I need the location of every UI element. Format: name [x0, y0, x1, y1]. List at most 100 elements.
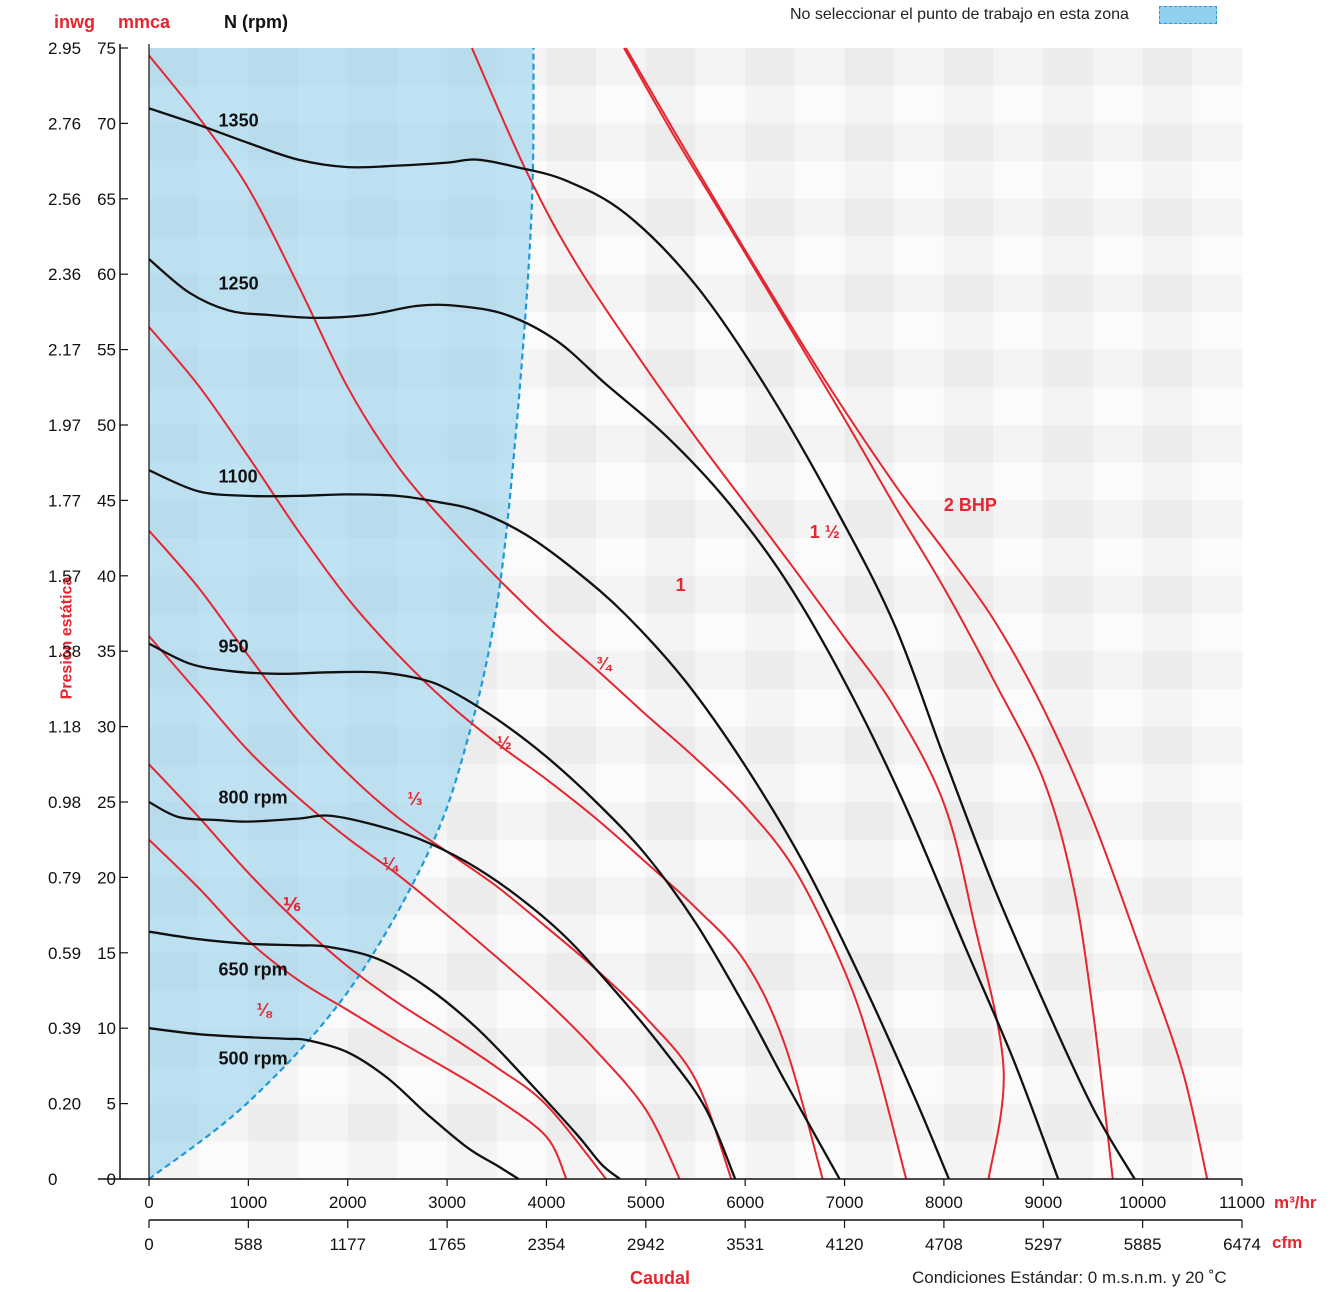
grid-cell [596, 1028, 647, 1067]
grid-cell [943, 462, 995, 501]
rpm-curve-950-rpm [148, 642, 841, 1180]
grid-cell [1092, 161, 1144, 200]
power-curve-1-1-2 [623, 47, 1114, 1180]
grid-cell [1192, 1065, 1243, 1105]
grid-cell [1043, 915, 1094, 954]
grid-cell [596, 123, 647, 162]
grid-cell [248, 1103, 299, 1142]
grid-cell [546, 85, 597, 124]
grid-cell [1043, 311, 1094, 351]
grid-cell [993, 764, 1044, 803]
grid-cell [347, 1103, 398, 1142]
grid-cell [844, 48, 895, 87]
grid-cell [1043, 123, 1094, 162]
power-label: ⅛ [256, 1000, 272, 1020]
y-tick-label-inwg: 1.77 [48, 491, 81, 510]
grid-cell [1142, 990, 1193, 1029]
grid-cell [993, 48, 1044, 87]
grid-cell [695, 839, 746, 878]
y-tick-label-mmca: 60 [97, 265, 116, 284]
grid-cell [745, 688, 796, 728]
grid-cell [596, 500, 647, 539]
grid-cell [943, 311, 995, 351]
grid-cell [1043, 349, 1094, 388]
grid-cell [496, 877, 547, 916]
grid-cell [894, 48, 945, 87]
grid-cell [1043, 274, 1094, 313]
x-tick-label-cfm: 5885 [1124, 1235, 1162, 1254]
power-curve-1-4 [148, 635, 681, 1180]
grid-cell [1142, 613, 1193, 652]
grid-cell [794, 349, 846, 388]
grid-cell [645, 764, 696, 803]
y-tick-label-inwg: 0.98 [48, 793, 81, 812]
grid-cell [844, 1141, 895, 1180]
grid-cell [596, 1103, 647, 1142]
grid-cell [993, 274, 1044, 313]
grid-cell [596, 48, 647, 87]
grid-cell [745, 311, 796, 351]
grid-cell [695, 85, 746, 124]
x-tick-label-m3hr: 5000 [627, 1193, 665, 1212]
grid-cell [645, 726, 696, 765]
grid-cell [596, 1141, 647, 1180]
grid-cell [695, 123, 746, 162]
grid-cell [943, 500, 995, 539]
y-tick-label-mmca: 65 [97, 190, 116, 209]
grid-cell [844, 161, 895, 200]
grid-cell [794, 161, 846, 200]
grid-cell [794, 85, 846, 124]
y-tick-label-mmca: 40 [97, 567, 116, 586]
x-tick-label-cfm: 3531 [726, 1235, 764, 1254]
x-tick-label-m3hr: 4000 [528, 1193, 566, 1212]
grid-cell [993, 839, 1044, 878]
grid-cell [1043, 500, 1094, 539]
grid-cell [298, 1065, 349, 1105]
grid-cell [943, 123, 995, 162]
grid-cell [1192, 764, 1243, 803]
grid-cell [844, 387, 895, 426]
grid-cell [745, 952, 796, 991]
grid-cell [546, 952, 597, 991]
power-label: 2 BHP [944, 495, 997, 515]
grid-cell [844, 500, 895, 539]
grid-cell [993, 85, 1044, 124]
grid-cell [1142, 952, 1193, 991]
grid-cell [1142, 688, 1193, 728]
y-tick-label-inwg: 1.57 [48, 567, 81, 586]
grid-cell [695, 688, 746, 728]
mmca-axis-title: mmca [118, 12, 171, 32]
grid-cell [1092, 236, 1144, 275]
power-label: ¾ [596, 653, 613, 673]
grid-cell [1043, 198, 1094, 237]
grid-cell [645, 274, 696, 313]
grid-cell [1192, 952, 1243, 991]
grid-cell [1192, 839, 1243, 878]
grid-cell [546, 1028, 597, 1067]
grid-cell [1043, 1065, 1094, 1105]
grid-cell [745, 877, 796, 916]
grid-cell [645, 161, 696, 200]
grid-cell [1043, 877, 1094, 916]
grid-cell [1142, 802, 1193, 841]
grid-cell [596, 198, 647, 237]
exclusion-zone [148, 47, 535, 1180]
grid-cell [1142, 1103, 1193, 1142]
y-tick-label-inwg: 2.36 [48, 265, 81, 284]
grid-cell [1142, 425, 1193, 464]
grid-cell [645, 1065, 696, 1105]
grid-cell [993, 1141, 1044, 1180]
y-tick-label-mmca: 55 [97, 341, 116, 360]
grid-cell [993, 123, 1044, 162]
grid-cell [546, 462, 597, 501]
grid-cell [1092, 349, 1144, 388]
grid-cell [745, 123, 796, 162]
grid-cell [695, 1103, 746, 1142]
x-tick-label-m3hr: 0 [144, 1193, 153, 1212]
grid-cell [993, 236, 1044, 275]
grid-cell [546, 877, 597, 916]
grid-cell [943, 651, 995, 690]
grid-cell [1043, 85, 1094, 124]
grid-cell [1043, 802, 1094, 841]
